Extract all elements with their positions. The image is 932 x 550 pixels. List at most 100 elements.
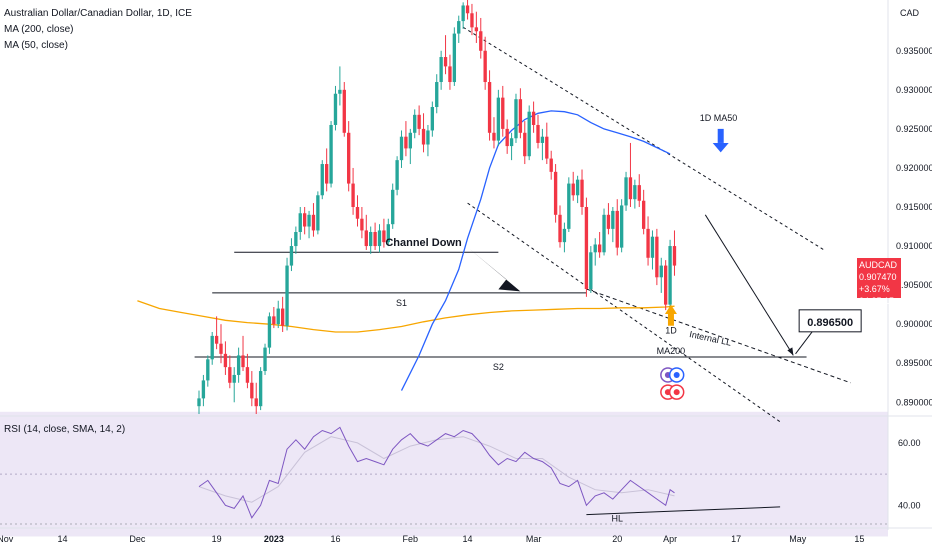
candle-body <box>369 231 373 247</box>
candle-body <box>540 136 545 143</box>
candle-body <box>364 230 368 247</box>
ma200-legend[interactable]: MA (200, close) <box>4 24 74 35</box>
candle-body <box>201 380 206 399</box>
ma50-legend[interactable]: MA (50, close) <box>4 40 68 51</box>
time-tick-label: 16 <box>330 534 340 544</box>
candle-body <box>659 265 663 278</box>
candle-body <box>562 228 567 243</box>
symbol-title[interactable]: Australian Dollar/Canadian Dollar, 1D, I… <box>4 8 192 19</box>
candle-body <box>298 213 302 232</box>
candle-body <box>333 93 338 125</box>
ma200-arrow-shaft <box>667 314 674 326</box>
candle-body <box>232 374 236 383</box>
ma200-arrowhead <box>664 304 677 315</box>
ma50-line <box>400 110 671 391</box>
candle-body <box>267 316 272 348</box>
candle-body <box>223 353 228 368</box>
target-callout-pointer <box>795 331 813 355</box>
ma50-arrowhead <box>712 142 729 153</box>
ma50-arrow-shaft <box>717 128 724 143</box>
chart-legend: Australian Dollar/Canadian Dollar, 1D, I… <box>4 6 192 54</box>
candle-body <box>443 57 448 67</box>
rsi-tick-label: 60.00 <box>898 438 921 448</box>
candle-body <box>527 111 531 157</box>
candle-body <box>663 265 668 305</box>
candle-body <box>479 31 483 51</box>
price-tick-label: 0.915000 <box>896 202 932 212</box>
candle-body <box>219 343 223 354</box>
rsi-line <box>198 426 675 519</box>
candle-body <box>307 214 311 227</box>
s1-label: S1 <box>396 298 407 308</box>
candle-body <box>316 195 320 231</box>
candle-body <box>611 210 615 229</box>
candle-body <box>360 218 364 231</box>
candle-body <box>615 210 619 248</box>
time-tick-label: Apr <box>663 534 677 544</box>
candle-body <box>584 207 589 290</box>
candle-body <box>465 5 470 14</box>
time-tick-label: May <box>789 534 807 544</box>
price-symbol: AUDCAD <box>859 259 901 271</box>
candle-body <box>320 164 324 196</box>
candle-body <box>580 179 584 207</box>
candle-body <box>593 244 597 253</box>
candle-body <box>210 335 214 360</box>
price-tick-label: 0.900000 <box>896 319 932 329</box>
candle-body <box>452 33 457 83</box>
price-tick-label: 0.935000 <box>896 46 932 56</box>
price-tick-label: 0.895000 <box>896 358 932 368</box>
rsi-band <box>0 411 888 537</box>
channel-upper-line <box>462 26 825 251</box>
candle-body <box>571 183 575 196</box>
candle-body <box>329 124 333 184</box>
time-tick-label: 17 <box>731 534 741 544</box>
rsi-legend[interactable]: RSI (14, close, SMA, 14, 2) <box>4 424 126 435</box>
candle-body <box>338 89 342 94</box>
candle-body <box>514 99 518 139</box>
candle-body <box>531 111 536 125</box>
candle-body <box>324 164 329 184</box>
candle-body <box>382 230 386 243</box>
candle-body <box>351 183 355 207</box>
candle-body <box>241 355 245 368</box>
candle-body <box>496 97 501 141</box>
candle-body <box>250 382 254 399</box>
price-tick-label: 0.920000 <box>896 163 932 173</box>
last-price: 0.907470 <box>859 272 897 282</box>
candle-body <box>650 236 655 258</box>
candle-body <box>668 246 672 305</box>
candle-body <box>272 316 276 325</box>
candle-body <box>435 82 439 108</box>
channel-down-arrow <box>469 249 521 292</box>
bar-countdown: 04:35:15 <box>859 296 895 306</box>
candle-body <box>214 335 219 344</box>
candle-body <box>311 214 316 231</box>
time-tick-label: 15 <box>854 534 864 544</box>
candle-body <box>206 359 210 381</box>
price-tick-label: 0.925000 <box>896 124 932 134</box>
candle-body <box>606 214 611 229</box>
hl-trendline <box>586 506 781 516</box>
event-icon-dot <box>673 389 680 396</box>
time-tick-label: 14 <box>463 534 473 544</box>
candle-body <box>457 21 461 34</box>
candle-body <box>628 177 633 200</box>
candle-body <box>347 132 351 184</box>
price-tick-label: 0.930000 <box>896 85 932 95</box>
time-tick-label: 14 <box>58 534 68 544</box>
time-tick-label: 2023 <box>264 534 284 544</box>
candle-body <box>426 130 430 145</box>
candle-body <box>258 371 263 407</box>
candle-body <box>523 132 527 157</box>
candle-body <box>289 246 294 266</box>
time-tick-label: Mar <box>526 534 542 544</box>
ma200-annotation-line2: MA200 <box>657 346 686 356</box>
candle-body <box>602 214 606 253</box>
candle-body <box>655 236 659 278</box>
candle-body <box>461 5 465 22</box>
candle-body <box>355 207 360 219</box>
ma200-annotation-line1: 1D <box>665 326 677 336</box>
